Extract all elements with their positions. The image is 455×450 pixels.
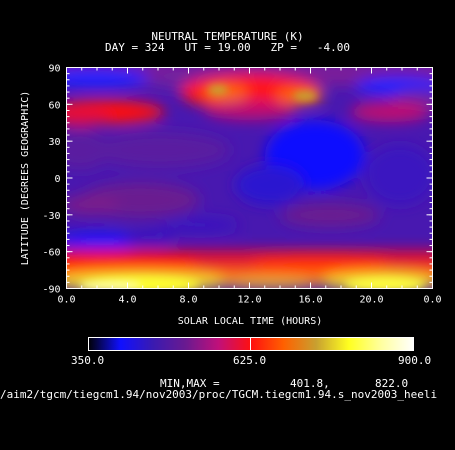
axis-tick-labels: 0.0 4.0 8.0 12.0 16.0 20.0 0.0 90 60 30 0 -30 -60 -90 <box>42 64 441 306</box>
x-tick-label: 4.0 <box>118 295 136 306</box>
axis-ticks <box>66 67 433 289</box>
y-tick-label: -60 <box>42 248 60 259</box>
heatmap-field <box>66 67 433 289</box>
colorbar-min-label: 350.0 <box>71 354 105 367</box>
colorbar-mid-label: 625.0 <box>233 354 267 367</box>
x-axis-label: SOLAR LOCAL TIME (HOURS) <box>177 316 323 327</box>
min-value: 401.8, <box>290 377 330 390</box>
chart-subtitle: DAY = 324 UT = 19.00 ZP = -4.00 <box>104 41 351 54</box>
x-tick-label: 12.0 <box>237 295 261 306</box>
y-tick-label: 60 <box>48 100 60 111</box>
x-tick-label: 0.0 <box>423 295 441 306</box>
y-tick-label: -30 <box>42 211 60 222</box>
x-tick-label: 16.0 <box>298 295 322 306</box>
x-tick-label: 0.0 <box>57 295 75 306</box>
y-tick-label: 30 <box>48 137 60 148</box>
chart-title: NEUTRAL TEMPERATURE (K) <box>151 30 304 43</box>
minmax-label: MIN,MAX = <box>160 377 220 390</box>
colorbar-max-label: 900.0 <box>398 354 432 367</box>
file-path: /aim2/tgcm/tiegcm1.94/nov2003/proc/TGCM.… <box>0 389 438 401</box>
y-tick-label: 90 <box>48 64 60 75</box>
x-tick-label: 8.0 <box>179 295 197 306</box>
max-value: 822.0 <box>375 377 409 390</box>
y-tick-label: 0 <box>54 174 60 185</box>
x-tick-label: 20.0 <box>359 295 383 306</box>
y-tick-label: -90 <box>42 285 60 296</box>
